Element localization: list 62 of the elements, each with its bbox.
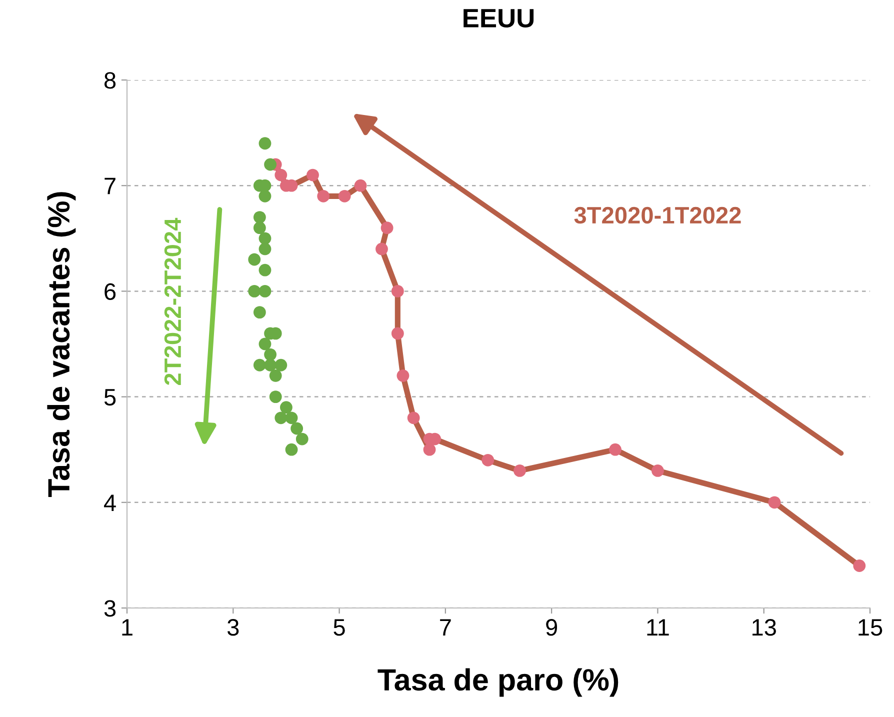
point [253,211,266,224]
annotation: 3T2020-1T2022 [574,206,741,224]
point [253,358,266,372]
y-tick-label: 8 [104,72,116,89]
point [285,443,298,456]
point [380,222,394,234]
x-tick-label: 9 [546,619,558,636]
point [264,158,277,171]
point [407,412,420,424]
point [274,358,288,372]
point [296,432,308,446]
point [258,190,272,202]
point [269,369,282,382]
x-tick-label: 7 [440,619,451,636]
point [609,443,622,456]
point [280,401,292,414]
point [264,348,277,361]
x-tick-label: 13 [752,619,776,636]
point [482,454,494,466]
y-axis-title: Tasa de vacantes (%) [47,192,76,498]
point [338,190,351,202]
point [514,464,526,477]
point [853,560,866,572]
x-axis-title: Tasa de paro (%) [378,668,618,697]
point [258,338,272,350]
point [258,242,272,256]
point [264,358,277,372]
point [258,137,272,150]
point [274,412,288,424]
x-tick-label: 1 [122,619,132,636]
x-tick-label: 15 [858,619,882,636]
point [253,306,266,319]
point [396,369,410,382]
point [258,284,272,298]
y-tick-label: 3 [104,600,116,617]
point [274,168,288,182]
chart-title: EEUU [464,9,534,28]
point [258,264,272,276]
point [768,496,781,509]
annotation: 2T2022-2T2024 [164,218,182,385]
point [248,253,261,266]
y-tick-label: 7 [104,178,116,194]
point [391,284,404,298]
y-tick-label: 5 [104,389,116,406]
y-tick-label: 6 [104,283,116,300]
point [423,443,436,456]
point [652,464,664,477]
x-tick-label: 11 [647,619,669,636]
point [258,232,272,245]
point [391,327,404,340]
point [317,190,330,202]
point [269,390,282,404]
point [354,179,367,192]
point [248,284,261,298]
point [306,168,319,182]
point [253,222,266,234]
point [290,422,304,435]
x-tick-label: 5 [334,619,345,636]
x-tick-label: 3 [227,619,239,636]
point [376,242,388,256]
y-tick-label: 4 [104,494,116,511]
point [285,412,298,424]
